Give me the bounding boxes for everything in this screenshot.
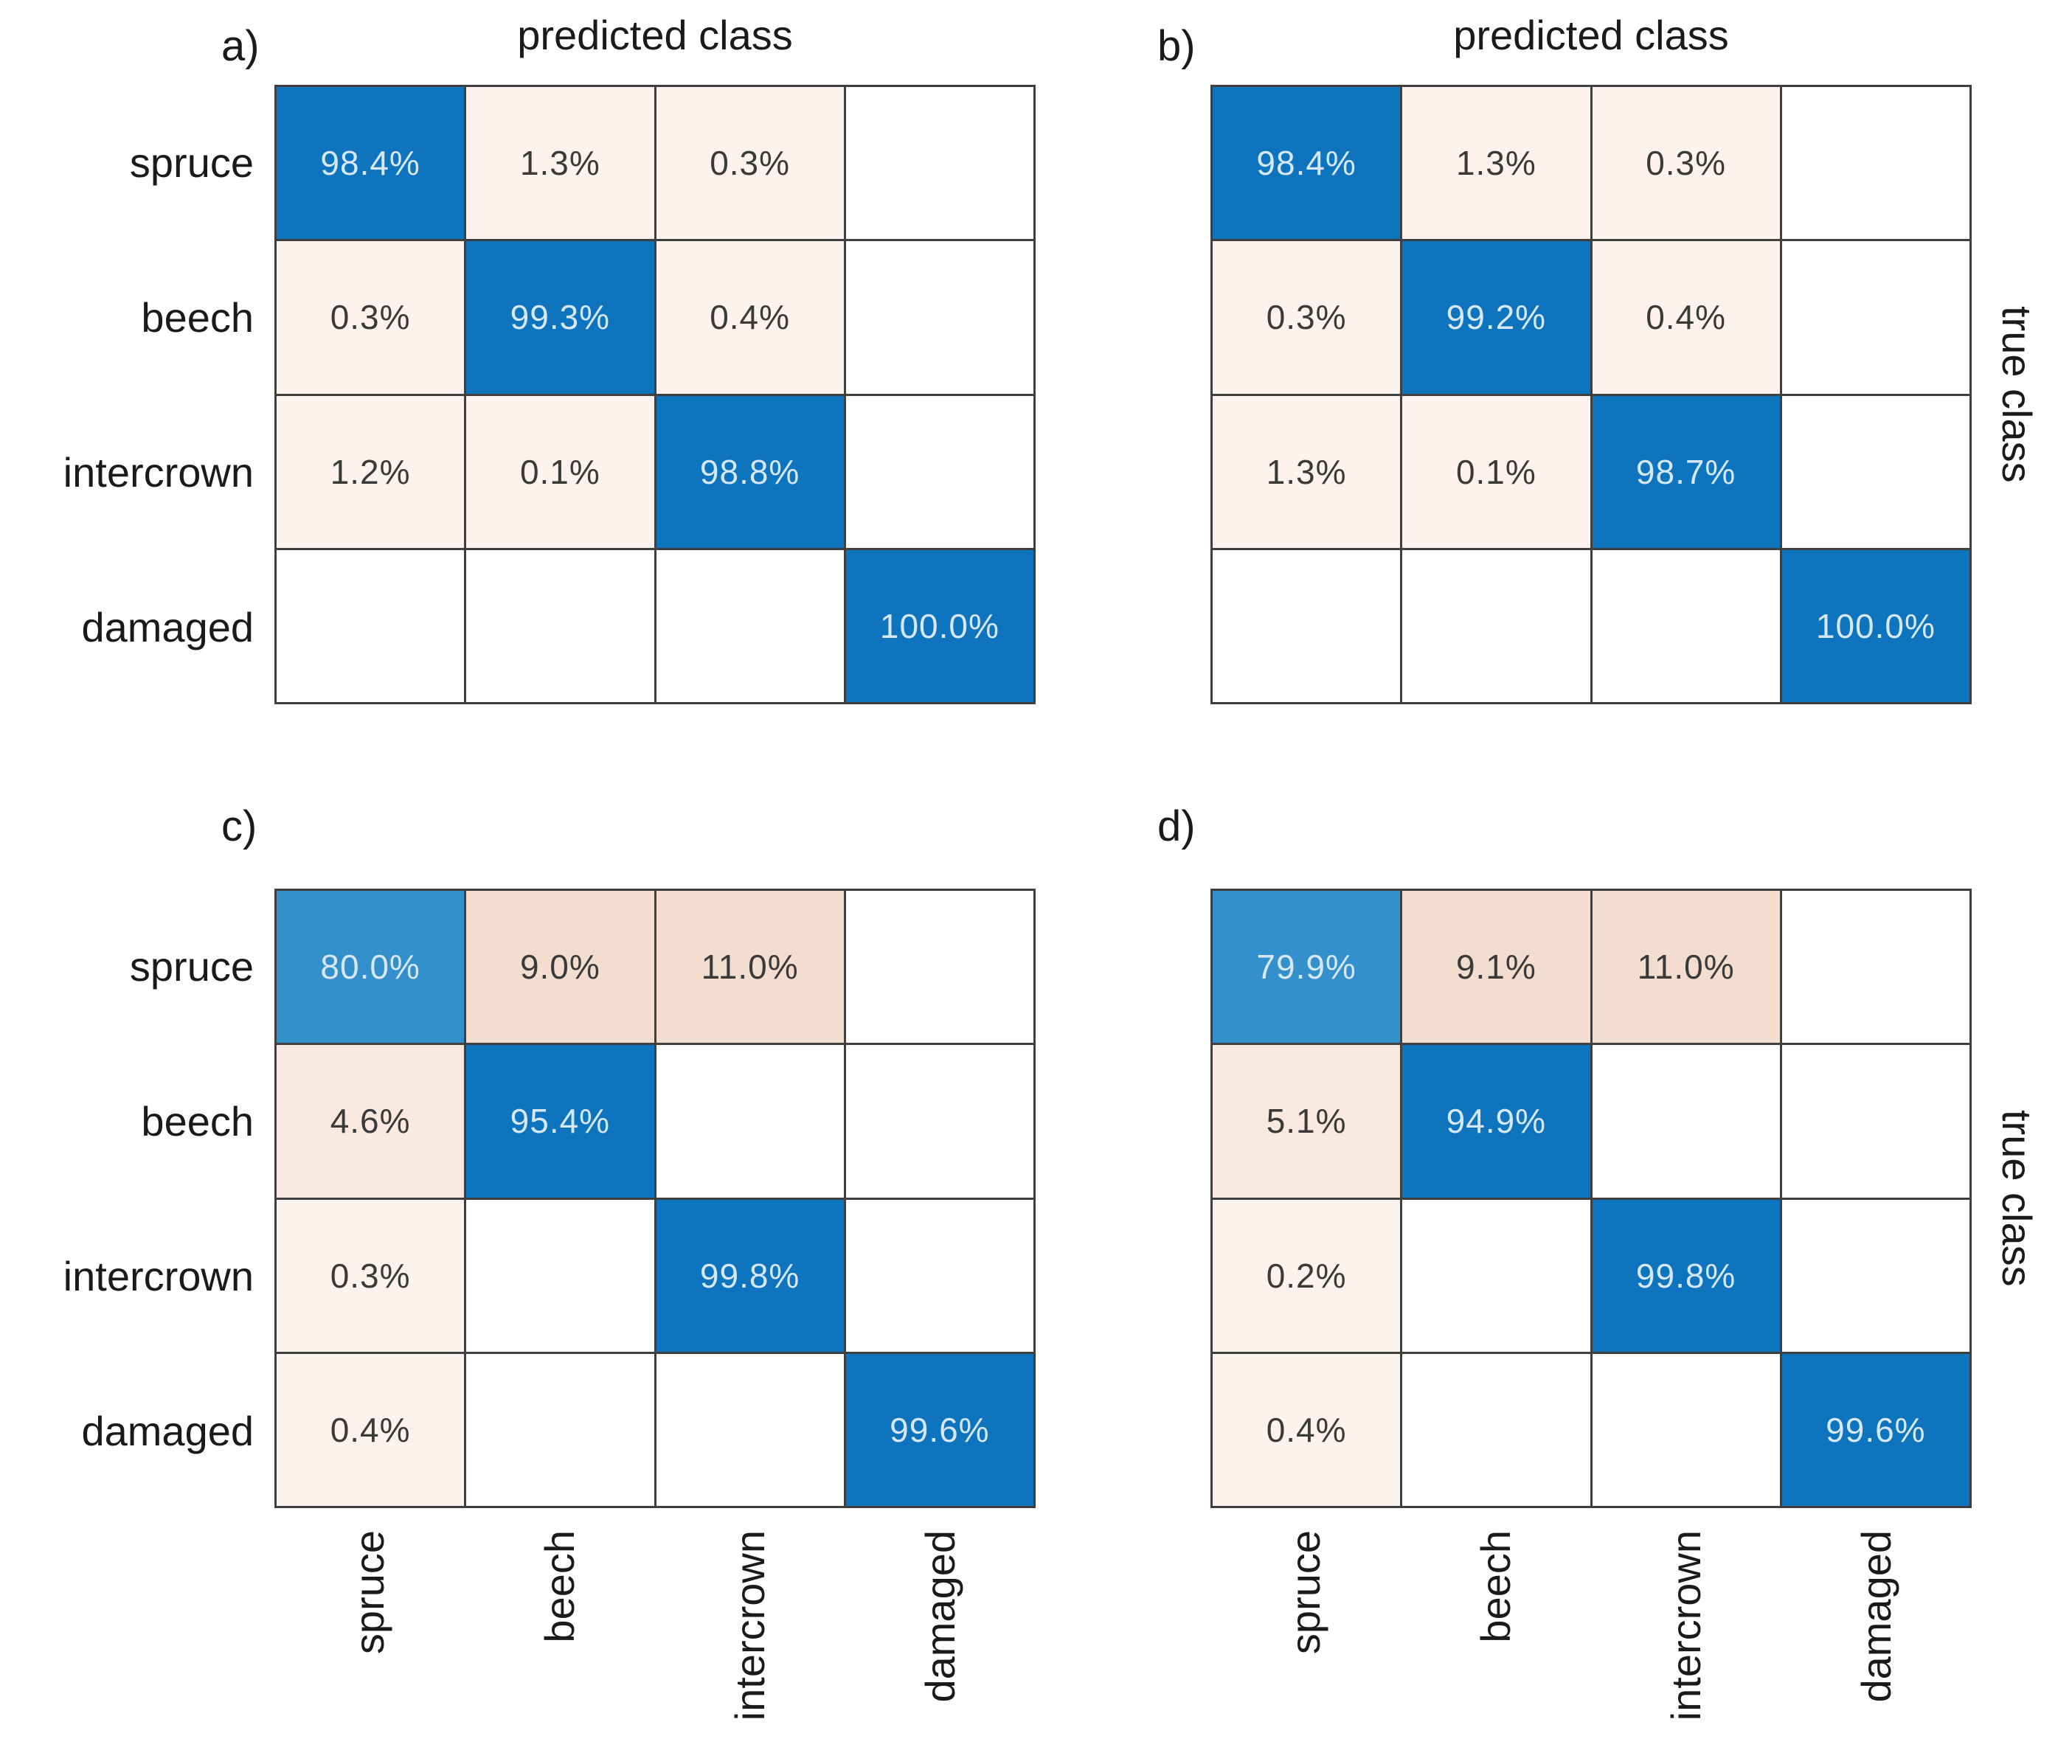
panel-label-b: b)	[1157, 22, 1196, 70]
cell-b-damaged-spruce	[1213, 549, 1401, 702]
cell-b-intercrown-beech: 0.1%	[1402, 395, 1590, 548]
cell-a-damaged-intercrown	[656, 549, 844, 702]
cell-d-beech-spruce: 5.1%	[1213, 1045, 1401, 1198]
cell-c-spruce-spruce: 80.0%	[277, 891, 465, 1044]
cell-c-damaged-damaged: 99.6%	[845, 1353, 1033, 1506]
cell-b-spruce-spruce: 98.4%	[1213, 87, 1401, 240]
cell-d-intercrown-spruce: 0.2%	[1213, 1199, 1401, 1352]
cell-a-beech-beech: 99.3%	[466, 241, 654, 394]
cell-b-intercrown-spruce: 1.3%	[1213, 395, 1401, 548]
cell-d-damaged-damaged: 99.6%	[1781, 1353, 1969, 1506]
y-tick-c-spruce: spruce	[129, 942, 254, 990]
cell-d-damaged-spruce: 0.4%	[1213, 1353, 1401, 1506]
cell-c-intercrown-beech	[466, 1199, 654, 1352]
y-tick-a-damaged: damaged	[81, 603, 254, 650]
cell-a-spruce-spruce: 98.4%	[277, 87, 465, 240]
cell-c-beech-beech: 95.4%	[466, 1045, 654, 1198]
cell-d-intercrown-damaged	[1781, 1199, 1969, 1352]
cell-c-spruce-intercrown: 11.0%	[656, 891, 844, 1044]
confusion-matrix-b: 98.4% 1.3% 0.3% 0.3% 99.2% 0.4% 1.3% 0.1% 98.7% 1…	[1210, 85, 1972, 704]
panel-label-c: c)	[221, 802, 257, 850]
x-tick-d-beech: beech	[1472, 1530, 1519, 1643]
cell-c-intercrown-spruce: 0.3%	[277, 1199, 465, 1352]
x-axis-title-b: predicted class	[1453, 12, 1729, 58]
cell-a-beech-spruce: 0.3%	[277, 241, 465, 394]
cell-a-damaged-spruce	[277, 549, 465, 702]
cell-a-intercrown-intercrown: 98.8%	[656, 395, 844, 548]
cell-d-spruce-intercrown: 11.0%	[1592, 891, 1780, 1044]
cell-b-damaged-intercrown	[1592, 549, 1780, 702]
cell-a-spruce-beech: 1.3%	[466, 87, 654, 240]
y-axis-title-d: true class	[1994, 1110, 2040, 1287]
x-tick-labels-d: spruce beech intercrown damaged	[1210, 1530, 1972, 1763]
cell-a-damaged-beech	[466, 549, 654, 702]
cell-b-beech-intercrown: 0.4%	[1592, 241, 1780, 394]
cell-b-spruce-beech: 1.3%	[1402, 87, 1590, 240]
cell-c-spruce-damaged	[845, 891, 1033, 1044]
x-tick-d-spruce: spruce	[1281, 1530, 1328, 1655]
y-tick-c-damaged: damaged	[81, 1407, 254, 1454]
y-axis-title-b: true class	[1994, 306, 2040, 483]
cell-d-beech-intercrown	[1592, 1045, 1780, 1198]
cell-d-spruce-damaged	[1781, 891, 1969, 1044]
confusion-matrix-c: 80.0% 9.0% 11.0% 4.6% 95.4% 0.3% 99.8% 0.4% 99.6…	[274, 889, 1036, 1508]
x-tick-c-intercrown: intercrown	[726, 1530, 773, 1721]
cell-b-spruce-damaged	[1781, 87, 1969, 240]
cell-a-beech-damaged	[845, 241, 1033, 394]
cell-d-spruce-spruce: 79.9%	[1213, 891, 1401, 1044]
cell-b-beech-spruce: 0.3%	[1213, 241, 1401, 394]
y-tick-a-spruce: spruce	[129, 139, 254, 186]
cell-c-damaged-beech	[466, 1353, 654, 1506]
cell-c-beech-damaged	[845, 1045, 1033, 1198]
y-tick-a-beech: beech	[141, 294, 254, 341]
cell-c-beech-spruce: 4.6%	[277, 1045, 465, 1198]
panel-label-a: a)	[221, 22, 260, 70]
x-axis-title-a: predicted class	[517, 12, 793, 58]
panel-label-d: d)	[1157, 802, 1196, 850]
cell-a-beech-intercrown: 0.4%	[656, 241, 844, 394]
cell-b-intercrown-damaged	[1781, 395, 1969, 548]
x-tick-c-beech: beech	[536, 1530, 583, 1643]
cell-c-intercrown-intercrown: 99.8%	[656, 1199, 844, 1352]
cell-c-intercrown-damaged	[845, 1199, 1033, 1352]
cell-a-intercrown-beech: 0.1%	[466, 395, 654, 548]
y-tick-c-beech: beech	[141, 1097, 254, 1145]
cell-d-damaged-intercrown	[1592, 1353, 1780, 1506]
cell-b-damaged-beech	[1402, 549, 1590, 702]
confusion-matrix-a: 98.4% 1.3% 0.3% 0.3% 99.3% 0.4% 1.2% 0.1% 98.8% 1…	[274, 85, 1036, 704]
y-tick-a-intercrown: intercrown	[63, 448, 254, 496]
cell-b-spruce-intercrown: 0.3%	[1592, 87, 1780, 240]
cell-a-spruce-damaged	[845, 87, 1033, 240]
cell-b-beech-beech: 99.2%	[1402, 241, 1590, 394]
y-tick-labels-a: spruce beech intercrown damaged	[15, 85, 274, 704]
cell-b-intercrown-intercrown: 98.7%	[1592, 395, 1780, 548]
cell-b-damaged-damaged: 100.0%	[1781, 549, 1969, 702]
x-tick-labels-c: spruce beech intercrown damaged	[274, 1530, 1036, 1763]
cell-c-beech-intercrown	[656, 1045, 844, 1198]
x-tick-d-intercrown: intercrown	[1662, 1530, 1709, 1721]
cell-a-intercrown-damaged	[845, 395, 1033, 548]
cell-c-damaged-intercrown	[656, 1353, 844, 1506]
cell-d-beech-beech: 94.9%	[1402, 1045, 1590, 1198]
cell-d-intercrown-intercrown: 99.8%	[1592, 1199, 1780, 1352]
cell-d-damaged-beech	[1402, 1353, 1590, 1506]
y-tick-labels-c: spruce beech intercrown damaged	[15, 889, 274, 1508]
cell-a-spruce-intercrown: 0.3%	[656, 87, 844, 240]
cell-c-spruce-beech: 9.0%	[466, 891, 654, 1044]
cell-c-damaged-spruce: 0.4%	[277, 1353, 465, 1506]
y-tick-c-intercrown: intercrown	[63, 1252, 254, 1299]
x-tick-d-damaged: damaged	[1852, 1530, 1899, 1703]
cell-a-intercrown-spruce: 1.2%	[277, 395, 465, 548]
cell-a-damaged-damaged: 100.0%	[845, 549, 1033, 702]
cell-b-beech-damaged	[1781, 241, 1969, 394]
cell-d-intercrown-beech	[1402, 1199, 1590, 1352]
confusion-matrix-d: 79.9% 9.1% 11.0% 5.1% 94.9% 0.2% 99.8% 0.4% 99.6…	[1210, 889, 1972, 1508]
cell-d-spruce-beech: 9.1%	[1402, 891, 1590, 1044]
x-tick-c-damaged: damaged	[916, 1530, 963, 1703]
cell-d-beech-damaged	[1781, 1045, 1969, 1198]
x-tick-c-spruce: spruce	[345, 1530, 392, 1655]
